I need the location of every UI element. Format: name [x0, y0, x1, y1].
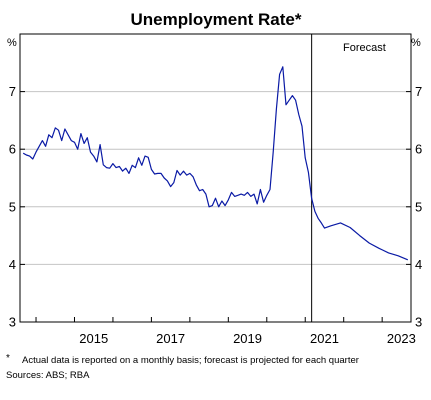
chart-notes: * Actual data is reported on a monthly b… — [0, 353, 431, 381]
y-tick-label-right: 7 — [415, 84, 422, 99]
y-unit-right: % — [411, 37, 421, 49]
y-tick-label-right: 3 — [415, 315, 422, 330]
y-tick-label-right: 4 — [415, 257, 422, 272]
sources: Sources: ABS; RBA — [6, 370, 90, 381]
x-tick-label-2015: 2015 — [79, 331, 108, 346]
y-tick-label-left: 3 — [9, 315, 16, 330]
x-tick-label-2023: 2023 — [387, 331, 416, 346]
y-tick-label-left: 6 — [9, 142, 16, 157]
y-tick-label-left: 5 — [9, 199, 16, 214]
y-tick-label-right: 5 — [415, 199, 422, 214]
forecast-label: Forecast — [343, 42, 386, 54]
chart-title: Unemployment Rate* — [131, 10, 302, 29]
footnote-marker: * — [6, 353, 10, 364]
y-tick-label-right: 6 — [415, 142, 422, 157]
x-tick-label-2017: 2017 — [156, 331, 185, 346]
unemployment-chart: Unemployment Rate* % % 3 3 4 4 5 5 6 6 7 7 2015 201… — [7, 10, 422, 346]
footnote: * Actual data is reported on a monthly b… — [0, 353, 431, 366]
y-tick-label-left: 4 — [9, 257, 16, 272]
x-tick-label-2019: 2019 — [233, 331, 262, 346]
series-line-0 — [22, 66, 409, 261]
footnote-text: Actual data is reported on a monthly bas… — [22, 355, 359, 366]
plot-frame — [19, 33, 412, 323]
x-tick-label-2021: 2021 — [310, 331, 339, 346]
y-unit-left: % — [7, 37, 17, 49]
y-tick-label-left: 7 — [9, 84, 16, 99]
